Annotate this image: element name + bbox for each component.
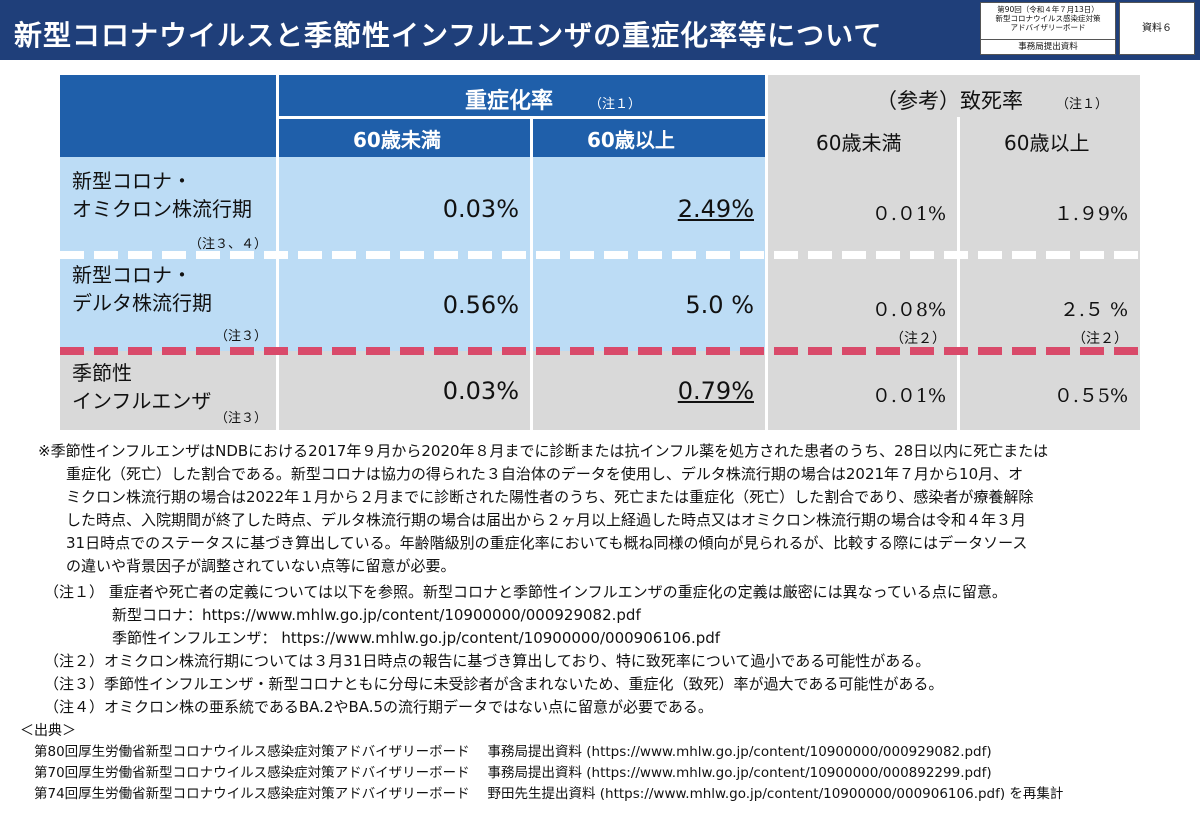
source-line: 第80回厚生労働省新型コロナウイルス感染症対策アドバイザリーボード 事務局提出資… <box>34 744 992 760</box>
age-label: 60歳未満 <box>816 131 902 155</box>
header-bar: 新型コロナウイルスと季節性インフルエンザの重症化率等について 第90回（令和４年… <box>0 0 1200 60</box>
severity-title: 重症化率 <box>465 89 554 114</box>
age-label: 60歳未満 <box>353 128 441 152</box>
row-label-line: デルタ株流行期 <box>72 291 212 315</box>
cell-mor-o60: ０.５5% <box>958 357 1140 430</box>
mortality-body <box>766 157 1140 430</box>
grid-line <box>530 117 533 430</box>
meeting-info-box: 第90回（令和４年７月13日） 新型コロナウイルス感染症対策 アドバイザリーボー… <box>980 2 1116 55</box>
source-line: 第70回厚生労働省新型コロナウイルス感染症対策アドバイザリーボード 事務局提出資… <box>34 765 992 781</box>
footnote-line: の違いや背景因子が調整されていない点等に留意が必要。 <box>66 557 456 575</box>
row-note: （注３） <box>214 411 267 426</box>
age-label: 60歳以上 <box>1004 131 1090 155</box>
meeting-info-line: 新型コロナウイルス感染症対策 <box>995 14 1101 23</box>
footnote-line: 重症化（死亡）した割合である。新型コロナは協力の得られた３自治体のデータを使用し… <box>66 465 1024 483</box>
note-1-flu-link: 季節性インフルエンザ： https://www.mhlw.go.jp/conte… <box>112 629 721 647</box>
value: 0.03% <box>442 195 519 223</box>
cell-sev-u60: 0.03% <box>277 357 531 430</box>
grid-line <box>957 117 960 430</box>
mortality-header: （参考）致死率 （注１） 60歳未満 60歳以上 <box>766 75 1140 157</box>
row-label-line: 新型コロナ・ <box>72 263 192 287</box>
footnote-line: 31日時点でのステータスに基づき算出している。年齢階級別の重症化率においても概ね… <box>66 534 1028 552</box>
value: ０.０1% <box>871 385 946 407</box>
dashed-separator <box>60 251 1140 259</box>
row-note: （注３、４） <box>188 237 267 252</box>
value: ２.５ % <box>1059 299 1128 321</box>
cell-sev-o60: 5.0 % <box>531 257 766 351</box>
value: １.９9% <box>1053 203 1128 225</box>
value: 5.0 % <box>685 291 754 319</box>
page-title: 新型コロナウイルスと季節性インフルエンザの重症化率等について <box>14 19 883 52</box>
footnote-line: ※季節性インフルエンザはNDBにおける2017年９月から2020年８月までに診断… <box>38 442 1049 460</box>
age-label: 60歳以上 <box>587 128 675 152</box>
note-3: （注３）季節性インフルエンザ・新型コロナともに分母に未受診者が含まれないため、重… <box>44 675 944 693</box>
cell-sev-o60: 2.49% <box>531 157 766 253</box>
cell-mor-o60: １.９9% <box>958 157 1140 253</box>
source-line: 第74回厚生労働省新型コロナウイルス感染症対策アドバイザリーボード 野田先生提出… <box>34 786 1064 802</box>
source-header: ＜出典＞ <box>20 723 76 739</box>
severity-header: 重症化率 （注１） <box>277 75 766 117</box>
row-label-line: オミクロン株流行期 <box>72 197 252 221</box>
note-1-covid-link: 新型コロナ：https://www.mhlw.go.jp/content/109… <box>112 606 641 624</box>
table-corner <box>60 75 277 157</box>
value: ０.０8% <box>871 299 946 321</box>
note-1: （注１） 重症者や死亡者の定義については以下を参照。新型コロナと季節性インフルエ… <box>44 583 1007 601</box>
grid-line <box>277 116 766 119</box>
value: 0.79% <box>677 377 754 405</box>
cell-note: （注２） <box>1072 331 1128 347</box>
cell-mor-u60: ０.０1% <box>766 357 958 430</box>
value: ０.５5% <box>1053 385 1128 407</box>
meeting-info-line: 第90回（令和４年７月13日） <box>997 5 1099 14</box>
value: 2.49% <box>677 195 754 223</box>
value: 0.03% <box>442 377 519 405</box>
cell-sev-u60: 0.56% <box>277 257 531 351</box>
cell-sev-o60: 0.79% <box>531 357 766 430</box>
cell-note: （注２） <box>890 331 946 347</box>
row-header-omicron: 新型コロナ・ オミクロン株流行期 （注３、４） <box>60 157 277 253</box>
note-2: （注２）オミクロン株流行期については３月31日時点の報告に基づき算出しており、特… <box>44 652 931 670</box>
row-header-delta: 新型コロナ・ デルタ株流行期 （注３） <box>60 257 277 351</box>
cell-sev-u60: 0.03% <box>277 157 531 253</box>
cell-mor-u60: ０.０1% <box>766 157 958 253</box>
mortality-title: （参考）致死率 <box>876 89 1023 113</box>
cell-mor-o60: ２.５ % （注２） <box>958 257 1140 351</box>
note-4: （注４）オミクロン株の亜系統であるBA.2やBA.5の流行期データではない点に留… <box>44 698 713 716</box>
meeting-info-line: アドバイザリーボード <box>1010 23 1086 32</box>
row-label-line: 季節性 <box>72 361 132 385</box>
footnote-line: した時点、入院期間が終了した時点、デルタ株流行期の場合は届出から２ヶ月以上経過し… <box>66 511 1027 529</box>
row-label-line: インフルエンザ <box>72 389 212 413</box>
severity-note: （注１） <box>589 97 642 112</box>
cell-mor-u60: ０.０8% （注２） <box>766 257 958 351</box>
row-header-flu: 季節性 インフルエンザ （注３） <box>60 357 277 430</box>
value: 0.56% <box>442 291 519 319</box>
row-label-line: 新型コロナ・ <box>72 169 192 193</box>
row-note: （注３） <box>214 329 267 344</box>
document-number: 資料６ <box>1119 2 1195 55</box>
footnote-line: ミクロン株流行期の場合は2022年１月から２月までに診断された陽性者のうち、死亡… <box>66 488 1034 506</box>
submitter-label: 事務局提出資料 <box>1018 42 1078 52</box>
severity-age-under60: 60歳未満 <box>277 117 531 157</box>
flu-row-background <box>60 351 766 430</box>
severity-age-over60: 60歳以上 <box>531 117 766 157</box>
mortality-note: （注１） <box>1056 97 1109 112</box>
dashed-separator-red <box>60 347 1140 355</box>
value: ０.０1% <box>871 203 946 225</box>
severity-table: 重症化率 （注１） 60歳未満 60歳以上 （参考）致死率 （注１） 60歳未満… <box>60 75 1140 430</box>
